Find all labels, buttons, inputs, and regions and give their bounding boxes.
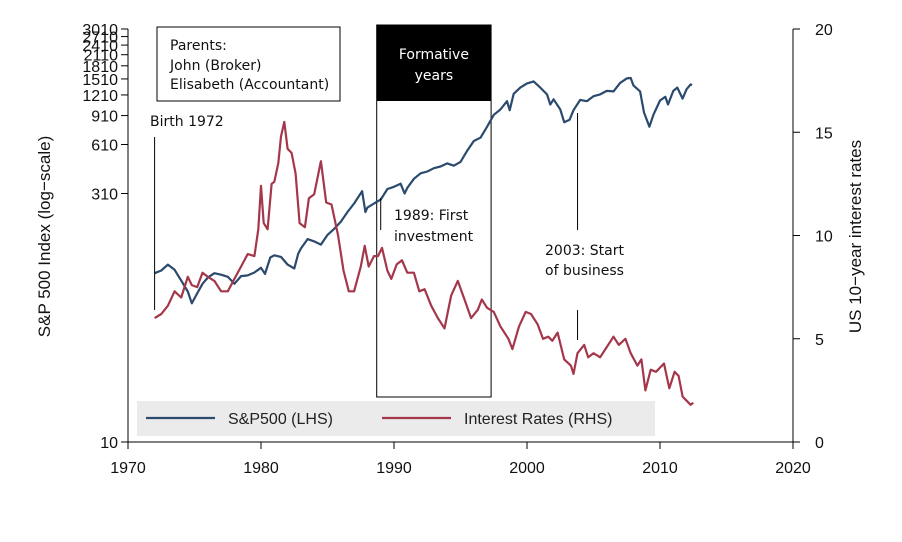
y-right-axis-label: US 10−year interest rates [846,140,865,333]
y-left-tick-label-1510: 1510 [82,72,118,89]
y-left-tick-label-2410: 2410 [82,38,118,55]
legend-label-rates: Interest Rates (RHS) [464,411,612,428]
y-right-tick-label-20: 20 [815,22,833,39]
y-right-tick-label-15: 15 [815,125,833,142]
first-investment-label-2: investment [394,229,474,245]
start-business-label-2: of business [545,263,624,279]
y-left-tick-label-2710: 2710 [82,30,118,47]
y-left-tick-label-2110: 2110 [84,48,119,65]
legend-label-sp500: S&P500 (LHS) [228,411,333,428]
series-line-sp500 [154,76,693,305]
y-left-tick-label-1210: 1210 [82,88,118,105]
annotations: Parents: John (Broker) Elisabeth (Accoun… [150,26,625,340]
parents-father: John (Broker) [169,58,261,74]
x-tick-label-1990: 1990 [376,460,412,477]
y-left-tick-label-310: 310 [91,186,118,203]
start-business-label-1: 2003: Start [545,243,625,259]
birth-label: Birth 1972 [150,114,224,130]
x-tick-label-1980: 1980 [243,460,279,477]
y-right-tick-label-0: 0 [815,435,824,452]
series-line-interest-rates [154,120,694,406]
series-lines [154,76,694,406]
y-left-tick-label-1810: 1810 [82,59,118,76]
y-left-axis-label: S&P 500 Index (log−scale) [35,136,54,337]
x-tick-label-2010: 2010 [642,460,678,477]
legend: S&P500 (LHS) Interest Rates (RHS) [137,401,655,436]
parents-title: Parents: [170,38,227,54]
formative-years-box: Formative years [376,24,492,398]
axes: 1970 1980 1990 2000 2010 20201031061091012101… [35,22,865,477]
x-tick-label-1970: 1970 [110,460,146,477]
y-right-tick-label-10: 10 [815,229,833,246]
y-left-tick-label-10: 10 [100,435,118,452]
y-left-tick-label-910: 910 [91,109,118,126]
formative-label-2: years [415,68,454,84]
formative-label-1: Formative [399,47,469,63]
formative-header [376,25,492,101]
x-tick-label-2020: 2020 [775,460,811,477]
y-left-tick-label-3010: 3010 [82,22,118,39]
first-investment-label-1: 1989: First [394,208,469,224]
parents-mother: Elisabeth (Accountant) [170,77,329,93]
x-tick-label-2000: 2000 [509,460,545,477]
parents-box [156,26,341,102]
y-left-tick-label-610: 610 [91,138,118,155]
y-right-tick-label-5: 5 [815,332,824,349]
